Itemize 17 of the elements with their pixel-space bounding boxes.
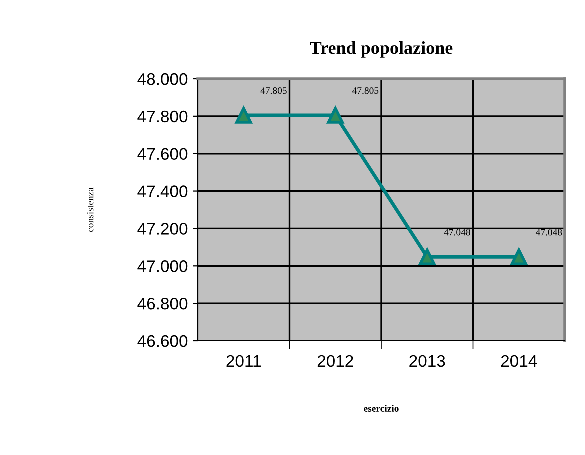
y-tick-label: 47.200: [138, 223, 188, 235]
x-tick-label: 2014: [501, 355, 538, 368]
y-tick-label: 48.000: [138, 73, 188, 86]
y-axis-title: consistenza: [87, 188, 94, 232]
y-tick-label: 47.400: [138, 186, 188, 198]
y-tick-label: 46.600: [138, 335, 188, 348]
y-tick-label: 47.600: [138, 148, 188, 160]
chart-title: Trend popolazione: [310, 41, 453, 58]
data-label: 47.805: [352, 88, 379, 94]
y-tick-label: 47.800: [138, 110, 188, 123]
y-tick-label: 46.800: [138, 298, 188, 310]
x-tick-label: 2012: [318, 355, 354, 368]
x-tick-label: 2011: [226, 355, 261, 368]
y-tick-label: 47.000: [138, 260, 188, 272]
data-label: 47.805: [260, 88, 287, 94]
x-axis-title: esercizio: [364, 405, 399, 412]
x-tick-label: 2013: [410, 355, 446, 368]
